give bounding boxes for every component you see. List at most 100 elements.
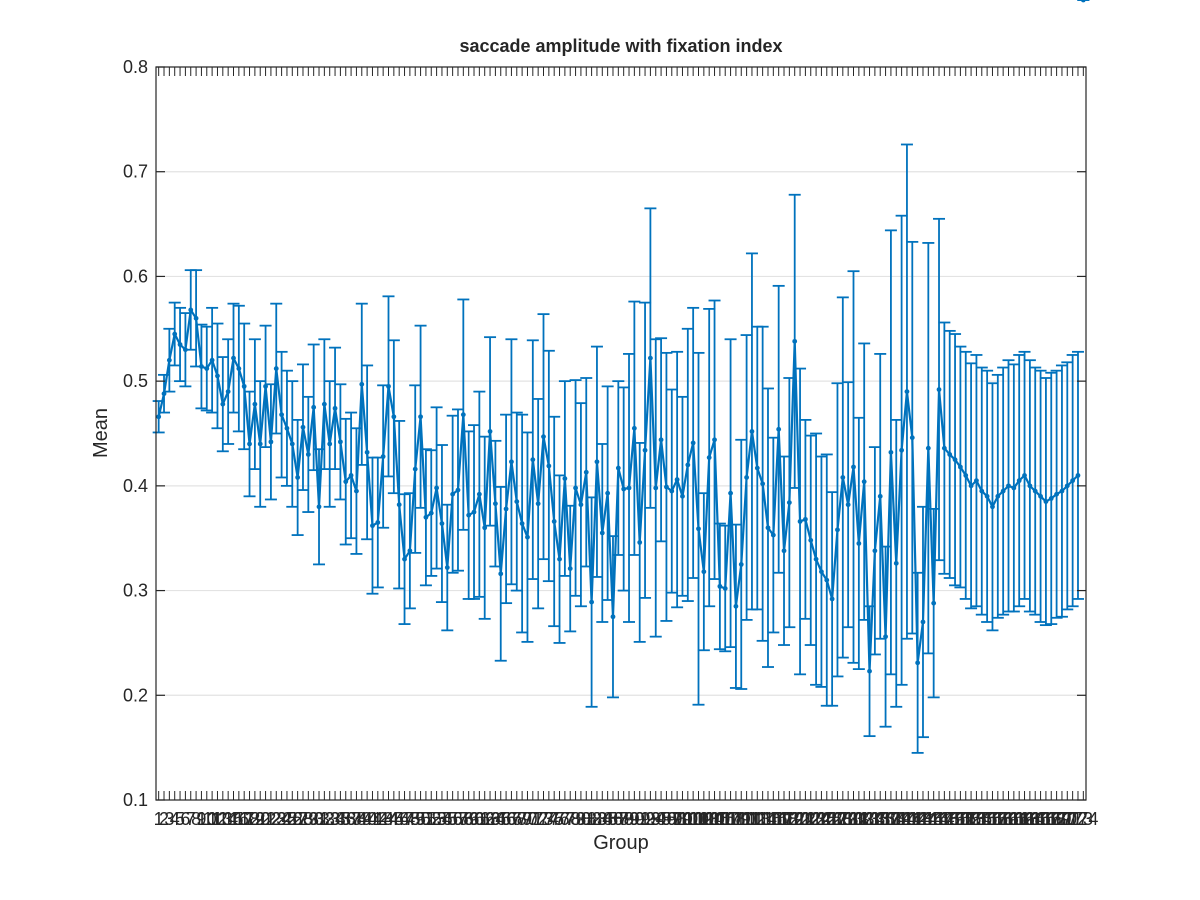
data-point	[802, 516, 808, 522]
data-point	[257, 441, 263, 447]
x-tick-label: 102	[683, 809, 713, 829]
x-tick-label: 53	[427, 809, 447, 829]
data-point	[594, 459, 600, 465]
data-point	[1070, 478, 1076, 484]
data-point	[888, 449, 894, 455]
data-point	[193, 315, 199, 321]
data-point	[920, 619, 926, 625]
x-tick-label: 36	[336, 809, 356, 829]
data-point	[188, 307, 194, 313]
data-point	[231, 355, 236, 361]
x-tick-label: 88	[614, 809, 634, 829]
data-point	[236, 366, 242, 371]
x-tick-label: 97	[662, 809, 682, 829]
data-point	[990, 504, 995, 510]
x-tick-label: 168	[1036, 809, 1066, 829]
x-tick-label: 111	[733, 809, 760, 829]
data-point	[241, 383, 247, 389]
data-point	[1064, 483, 1070, 489]
data-point	[466, 512, 472, 518]
data-point	[530, 457, 536, 463]
x-tick-label: 50	[411, 809, 431, 829]
x-tick-label: 122	[790, 809, 820, 829]
x-tick-label: 92	[635, 809, 655, 829]
data-point	[327, 441, 333, 447]
data-point	[931, 600, 937, 606]
x-tick-label: 141	[892, 809, 922, 829]
data-point	[444, 565, 450, 570]
y-tick-label: 0.6	[123, 266, 148, 286]
data-point	[316, 504, 322, 510]
x-tick-label: 41	[362, 809, 382, 829]
x-tick-label: 124	[801, 809, 831, 829]
data-point	[915, 660, 921, 666]
x-tick-label: 170	[1047, 809, 1077, 829]
data-point	[487, 429, 493, 434]
data-point	[845, 502, 851, 508]
data-point	[819, 569, 824, 575]
data-point	[1027, 483, 1033, 489]
x-tick-label: 161	[999, 809, 1029, 829]
data-point	[658, 437, 664, 443]
data-point	[1022, 472, 1027, 478]
x-tick-label: 10	[197, 809, 217, 829]
x-tick-label: 78	[560, 809, 580, 829]
data-point	[696, 526, 701, 532]
data-point	[733, 603, 739, 609]
data-point	[1016, 478, 1022, 484]
data-point	[562, 476, 568, 481]
x-tick-label: 114	[748, 809, 777, 829]
x-tick-label: 84	[592, 809, 612, 829]
x-tick-label: 34	[325, 809, 345, 829]
data-point	[610, 614, 616, 620]
x-tick-label: 35	[330, 809, 350, 829]
data-point	[1032, 488, 1038, 494]
y-axis-label: Mean	[90, 408, 112, 458]
x-tick-label: 20	[250, 809, 270, 829]
data-point	[781, 548, 787, 554]
data-point	[829, 596, 835, 602]
x-tick-label: 100	[673, 809, 703, 829]
x-tick-label: 38	[346, 809, 366, 829]
data-point	[471, 509, 477, 515]
data-point	[674, 477, 680, 482]
x-tick-label: 51	[416, 809, 436, 829]
x-tick-label: 21	[256, 809, 276, 829]
x-tick-label: 90	[624, 809, 644, 829]
data-point	[621, 486, 627, 492]
data-point	[551, 519, 557, 524]
x-tick-label: 165	[1020, 809, 1050, 829]
x-tick-label: 129	[828, 809, 858, 829]
data-point	[1080, 0, 1086, 3]
x-tick-label: 127	[817, 809, 847, 829]
data-point	[1048, 496, 1054, 501]
data-point	[498, 571, 504, 577]
x-tick-label: 143	[903, 809, 933, 829]
data-point	[653, 485, 659, 491]
data-point	[284, 425, 290, 431]
data-point	[760, 481, 766, 487]
data-point	[263, 383, 268, 389]
data-point	[321, 401, 327, 407]
data-point	[546, 463, 552, 469]
x-tick-label: 112	[738, 809, 767, 829]
y-tick-label: 0.5	[123, 371, 148, 391]
x-tick-label: 120	[780, 809, 810, 829]
data-point	[215, 373, 220, 379]
x-tick-label: 4	[170, 809, 180, 829]
data-point	[984, 493, 990, 499]
x-tick-label: 149	[935, 809, 965, 829]
x-tick-label: 162	[1004, 809, 1034, 829]
data-point	[535, 501, 541, 507]
x-tick-label: 17	[234, 809, 254, 829]
x-tick-label: 54	[432, 809, 452, 829]
x-tick-labels: 1234567891011121314151617181920212223242…	[154, 809, 1099, 829]
x-tick-label: 27	[288, 809, 308, 829]
data-point	[754, 465, 760, 471]
data-point	[177, 342, 183, 347]
x-tick-label: 18	[240, 809, 260, 829]
data-point	[1038, 493, 1043, 499]
x-tick-label: 147	[924, 809, 954, 829]
x-tick-label: 73	[533, 809, 553, 829]
data-point	[877, 493, 883, 499]
